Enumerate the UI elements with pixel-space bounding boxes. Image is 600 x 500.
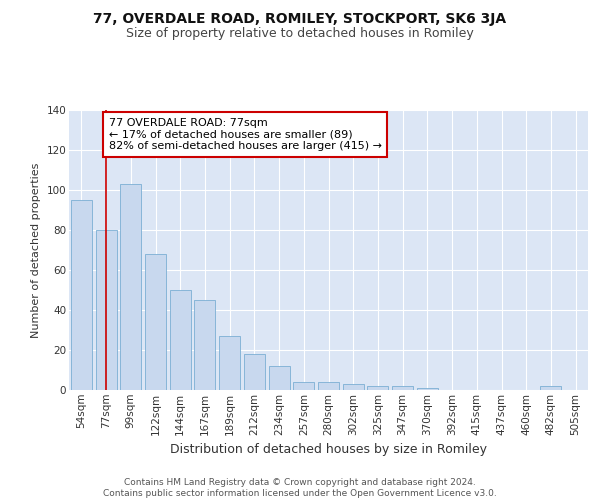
Bar <box>170 290 191 390</box>
Bar <box>343 384 364 390</box>
Bar <box>392 386 413 390</box>
Text: Contains HM Land Registry data © Crown copyright and database right 2024.
Contai: Contains HM Land Registry data © Crown c… <box>103 478 497 498</box>
Bar <box>417 388 438 390</box>
Bar <box>541 386 562 390</box>
Text: 77, OVERDALE ROAD, ROMILEY, STOCKPORT, SK6 3JA: 77, OVERDALE ROAD, ROMILEY, STOCKPORT, S… <box>94 12 506 26</box>
X-axis label: Distribution of detached houses by size in Romiley: Distribution of detached houses by size … <box>170 443 487 456</box>
Bar <box>367 386 388 390</box>
Y-axis label: Number of detached properties: Number of detached properties <box>31 162 41 338</box>
Bar <box>194 300 215 390</box>
Bar <box>120 184 141 390</box>
Text: Size of property relative to detached houses in Romiley: Size of property relative to detached ho… <box>126 28 474 40</box>
Bar <box>318 382 339 390</box>
Text: 77 OVERDALE ROAD: 77sqm
← 17% of detached houses are smaller (89)
82% of semi-de: 77 OVERDALE ROAD: 77sqm ← 17% of detache… <box>109 118 382 151</box>
Bar <box>71 200 92 390</box>
Bar <box>269 366 290 390</box>
Bar <box>145 254 166 390</box>
Bar <box>95 230 116 390</box>
Bar <box>219 336 240 390</box>
Bar <box>293 382 314 390</box>
Bar <box>244 354 265 390</box>
